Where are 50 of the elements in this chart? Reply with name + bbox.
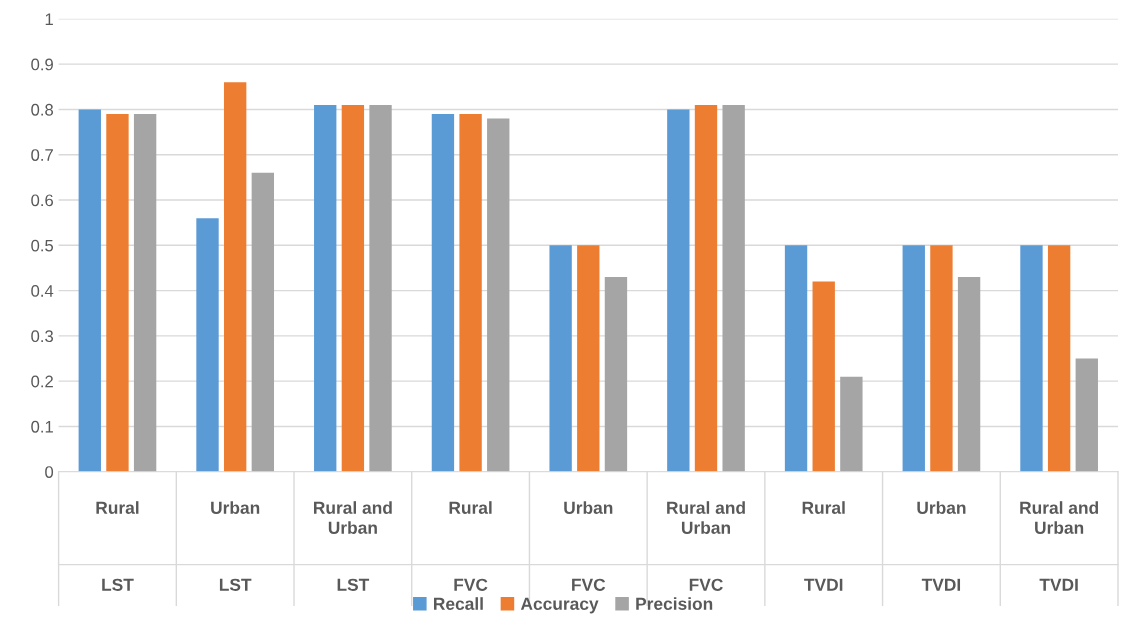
bar bbox=[1075, 358, 1098, 472]
bar bbox=[577, 245, 600, 472]
category-label: Rural TVDI bbox=[802, 501, 845, 591]
y-tick-label: 0.9 bbox=[31, 58, 53, 71]
category-label: Rural and Urban TVDI bbox=[1020, 501, 1099, 591]
bar bbox=[694, 104, 718, 472]
legend-label: Precision bbox=[636, 597, 713, 610]
y-tick-label: 0.8 bbox=[31, 103, 54, 116]
bar bbox=[840, 376, 863, 472]
bar bbox=[549, 245, 572, 472]
bar bbox=[1020, 245, 1043, 472]
y-tick-label: 0.5 bbox=[31, 239, 54, 252]
y-tick-label: 1 bbox=[45, 13, 53, 25]
bar bbox=[314, 104, 337, 472]
y-tick-label: 0.7 bbox=[31, 149, 53, 161]
bar bbox=[341, 104, 365, 472]
category-label: Urban FVC bbox=[564, 501, 613, 591]
y-tick-label: 0.3 bbox=[31, 330, 54, 343]
bar bbox=[902, 245, 925, 472]
bar bbox=[667, 109, 690, 472]
bar bbox=[957, 277, 981, 472]
legend-label: Accuracy bbox=[520, 597, 599, 614]
bar bbox=[78, 109, 101, 472]
bar bbox=[459, 113, 482, 472]
y-tick-label: 0.6 bbox=[31, 194, 54, 207]
bar bbox=[812, 281, 835, 472]
y-tick-label: 0.2 bbox=[31, 375, 53, 388]
bar bbox=[251, 172, 275, 472]
y-tick-label: 0.1 bbox=[31, 420, 53, 433]
bar bbox=[369, 104, 392, 472]
y-tick-label: 0.4 bbox=[31, 285, 54, 297]
category-label: Rural and Urban LST bbox=[314, 501, 392, 591]
category-label: Urban LST bbox=[211, 501, 260, 591]
bar bbox=[1047, 245, 1071, 472]
bar bbox=[106, 113, 129, 472]
bar bbox=[431, 113, 455, 472]
category-label: Rural FVC bbox=[449, 501, 492, 591]
category-label: Rural LST bbox=[96, 501, 139, 591]
bar bbox=[223, 82, 247, 472]
bar bbox=[722, 104, 745, 472]
bar bbox=[133, 113, 157, 472]
bar bbox=[930, 245, 953, 472]
bar bbox=[196, 218, 219, 472]
bar bbox=[604, 277, 628, 472]
bar bbox=[487, 118, 510, 472]
bar bbox=[784, 245, 808, 472]
legend-label: Recall bbox=[434, 597, 483, 610]
category-label: Urban TVDI bbox=[917, 501, 966, 591]
category-label: Rural and Urban FVC bbox=[667, 501, 745, 591]
y-tick-label: 0 bbox=[45, 466, 54, 478]
